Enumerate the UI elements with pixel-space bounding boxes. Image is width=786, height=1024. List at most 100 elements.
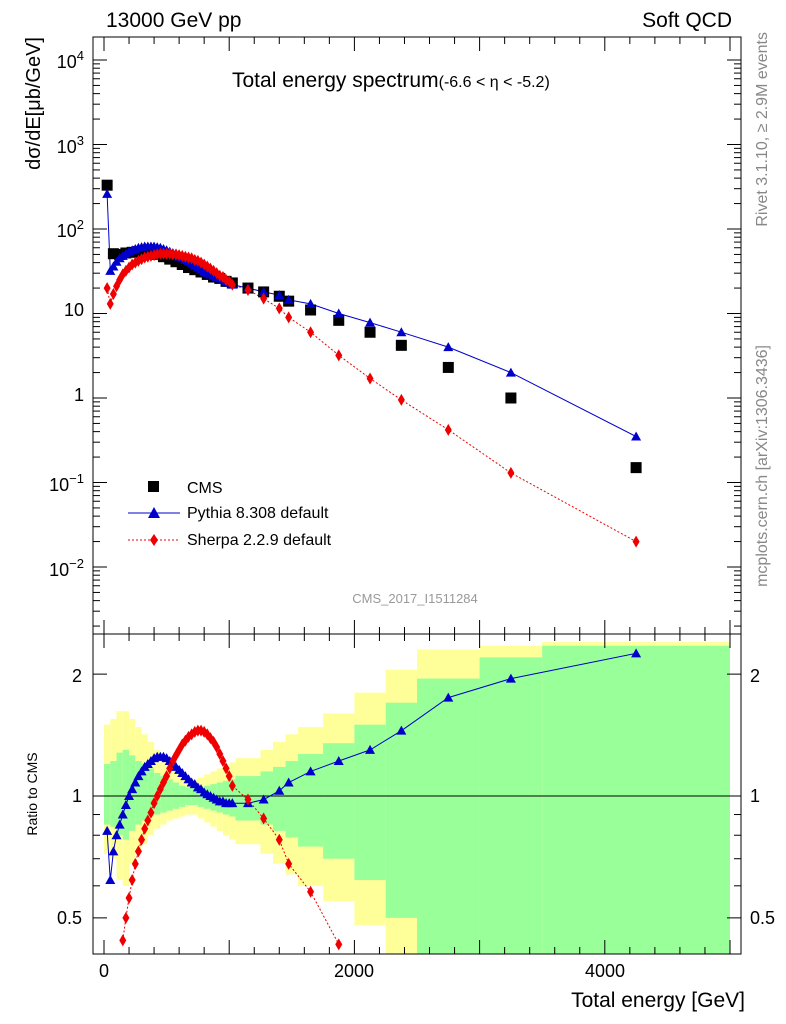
data-point-square <box>395 339 407 351</box>
ratio-point-diamond <box>275 833 283 846</box>
main-y-tick-labels: 104 103 102 10 1 10−1 10−2 <box>49 48 84 580</box>
uncertainty-band-inner <box>479 657 543 954</box>
data-point-diamond <box>397 393 405 406</box>
data-point-triangle <box>305 298 316 308</box>
data-point-square <box>364 326 376 338</box>
data-point-diamond <box>275 302 283 315</box>
mcplots-label: mcplots.cern.ch [arXiv:1306.3436] <box>754 345 771 587</box>
ratio-point-triangle <box>283 777 294 787</box>
ratio-point-triangle <box>114 819 125 829</box>
ratio-point-diamond <box>141 822 149 835</box>
ratio-point-triangle <box>365 744 376 754</box>
ratio-y-tick-label-right-05: 0.5 <box>750 908 775 928</box>
data-point-square <box>176 259 188 271</box>
y-tick-label-1e0: 1 <box>74 385 84 405</box>
uncertainty-band-inner <box>141 763 148 821</box>
y-tick-label-1em2: 10−2 <box>49 556 84 580</box>
plot-title: Total energy spectrum(-6.6 < η < -5.2) <box>232 69 550 92</box>
legend-marker-pythia <box>148 507 160 518</box>
data-point-square <box>505 392 517 404</box>
ratio-point-diamond <box>150 797 158 810</box>
ratio-point-triangle <box>111 830 122 840</box>
ratio-point-diamond <box>125 891 133 904</box>
ratio-point-diamond <box>166 762 174 775</box>
data-point-square <box>170 256 182 268</box>
ratio-point-diamond <box>244 793 252 806</box>
uncertainty-band-inner <box>229 779 236 817</box>
legend: CMS Pythia 8.308 default Sherpa 2.2.9 de… <box>128 480 332 549</box>
uncertainty-band-inner <box>285 761 299 838</box>
legend-label-pythia: Pythia 8.308 default <box>187 505 329 522</box>
data-point-diamond <box>106 297 114 310</box>
ratio-point-diamond <box>335 938 343 951</box>
collision-label: 13000 GeV pp <box>106 9 241 32</box>
uncertainty-band-inner <box>542 645 730 954</box>
ratio-point-triangle <box>133 771 144 781</box>
uncertainty-band-inner <box>147 768 155 817</box>
uncertainty-band-inner <box>166 779 173 811</box>
ratio-series-markers <box>102 648 642 951</box>
data-point-diamond <box>244 283 252 296</box>
legend-label-sherpa: Sherpa 2.2.9 default <box>187 532 332 549</box>
data-point-diamond <box>307 326 315 339</box>
ratio-point-triangle <box>443 692 454 702</box>
ratio-point-diamond <box>134 845 142 858</box>
data-point-diamond <box>138 253 146 266</box>
data-point-square <box>107 248 119 260</box>
ratio-point-triangle <box>227 798 238 808</box>
series-line-triangle <box>106 193 637 437</box>
x-axis-label: Total energy [GeV] <box>571 989 745 1012</box>
data-point-diamond <box>103 282 111 295</box>
ratio-point-diamond <box>285 857 293 870</box>
data-point-square <box>442 361 454 373</box>
main-y-axis-label: dσ/dE[μb/GeV] <box>23 37 45 170</box>
ratio-point-triangle <box>505 673 516 683</box>
ratio-y-tick-label-left-05: 0.5 <box>57 908 82 928</box>
ratio-point-triangle <box>124 791 135 800</box>
ratio-point-diamond <box>225 770 233 783</box>
ratio-point-triangle <box>396 725 407 735</box>
ratio-point-diamond <box>156 783 164 796</box>
ratio-y-tick-label-right-1: 1 <box>750 786 760 806</box>
uncertainty-band-inner <box>222 780 230 815</box>
ratio-y-tick-label-right-2: 2 <box>750 666 760 686</box>
ratio-point-triangle <box>333 756 344 766</box>
process-label: Soft QCD <box>642 9 732 32</box>
uncertainty-band-inner <box>197 787 205 807</box>
analysis-id-label: CMS_2017_I1511284 <box>352 591 478 606</box>
ratio-point-triangle <box>102 825 113 835</box>
uncertainty-band-inner <box>273 766 286 831</box>
legend-marker-sherpa <box>150 534 158 546</box>
ratio-point-diamond <box>128 874 136 887</box>
ratio-ticks <box>93 634 741 954</box>
data-point-square <box>101 179 113 191</box>
y-tick-label-1e3: 103 <box>57 133 84 157</box>
uncertainty-band-inner <box>160 776 167 813</box>
ratio-point-triangle <box>136 766 147 776</box>
y-tick-label-1e2: 102 <box>57 217 84 241</box>
data-point-diamond <box>366 372 374 385</box>
data-point-triangle <box>102 188 113 198</box>
data-point-diamond <box>444 423 452 436</box>
data-point-square <box>333 314 345 326</box>
ratio-point-triangle <box>117 809 128 819</box>
ratio-point-triangle <box>305 766 316 776</box>
ratio-point-diamond <box>213 741 221 754</box>
ratio-y-tick-label-left-1: 1 <box>72 786 82 806</box>
ratio-point-diamond <box>163 770 171 783</box>
ratio-plot-frame <box>92 633 742 955</box>
ratio-point-triangle <box>130 777 141 787</box>
ratio-point-diamond <box>307 885 315 898</box>
ratio-point-diamond <box>260 812 268 825</box>
data-point-square <box>630 462 642 474</box>
ratio-point-diamond <box>119 934 127 947</box>
x-tick-label-0: 0 <box>99 961 109 981</box>
legend-label-cms: CMS <box>187 480 223 497</box>
data-point-diamond <box>507 466 515 479</box>
series-line-diamond <box>106 253 637 543</box>
data-point-diamond <box>632 535 640 548</box>
ratio-point-triangle <box>127 784 138 794</box>
uncertainty-band-inner <box>104 763 111 825</box>
uncertainty-band-inner <box>116 752 123 836</box>
